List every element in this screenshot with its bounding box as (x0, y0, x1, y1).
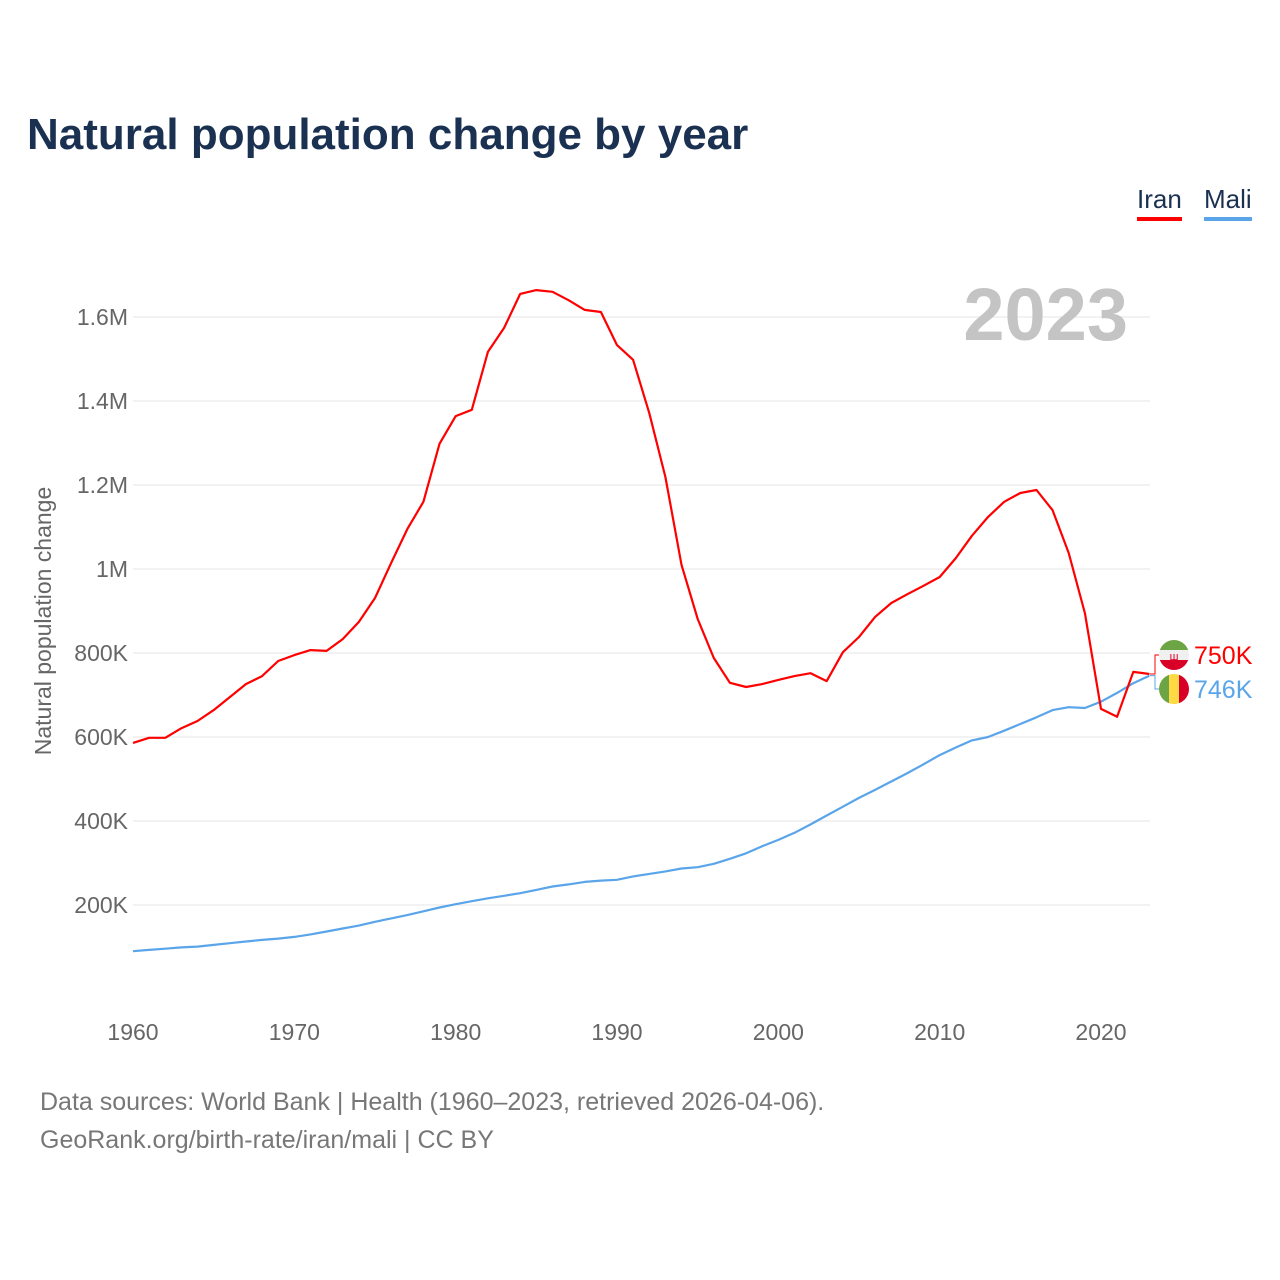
y-tick-label: 200K (74, 892, 128, 918)
series-line-mali (132, 674, 1150, 953)
x-tick-label: 2010 (914, 1019, 965, 1045)
x-tick-label: 1990 (591, 1019, 642, 1045)
x-tick-label: 1970 (269, 1019, 320, 1045)
y-tick-label: 1.4M (77, 388, 128, 414)
flag-stripe (1179, 674, 1189, 704)
flag-emblem: ш (1170, 651, 1179, 663)
x-tick-label: 2020 (1075, 1019, 1126, 1045)
footer-sources: Data sources: World Bank | Health (1960–… (40, 1088, 825, 1116)
chart-title: Natural population change by year (27, 110, 749, 159)
series-line-iran (132, 289, 1150, 744)
y-tick-label: 1.6M (77, 304, 128, 330)
x-tick-label: 2000 (753, 1019, 804, 1045)
footer-link[interactable]: GeoRank.org/birth-rate/iran/mali | CC BY (40, 1126, 494, 1154)
y-tick-label: 1.2M (77, 472, 128, 498)
y-tick-label: 600K (74, 724, 128, 750)
legend-iran[interactable]: Iran (1137, 184, 1182, 221)
mali-flag-icon (1159, 674, 1189, 704)
iran-flag-icon: ш (1159, 640, 1189, 670)
y-tick-label: 800K (74, 640, 128, 666)
legend-mali[interactable]: Mali (1204, 184, 1252, 221)
y-tick-label: 1M (96, 556, 128, 582)
leader-line (1150, 675, 1160, 690)
y-axis-label: Natural population change (30, 487, 56, 756)
flag-stripe (1159, 660, 1189, 670)
end-label-iran: 750K (1194, 642, 1253, 670)
y-tick-label: 400K (74, 808, 128, 834)
x-tick-label: 1960 (107, 1019, 158, 1045)
x-tick-label: 1980 (430, 1019, 481, 1045)
flag-stripe (1159, 650, 1189, 660)
year-watermark: 2023 (963, 273, 1128, 356)
flag-stripe (1159, 674, 1169, 704)
flag-stripe (1169, 674, 1179, 704)
leader-line (1150, 654, 1160, 675)
end-label-mali: 746K (1194, 676, 1253, 704)
flag-stripe (1159, 640, 1189, 650)
